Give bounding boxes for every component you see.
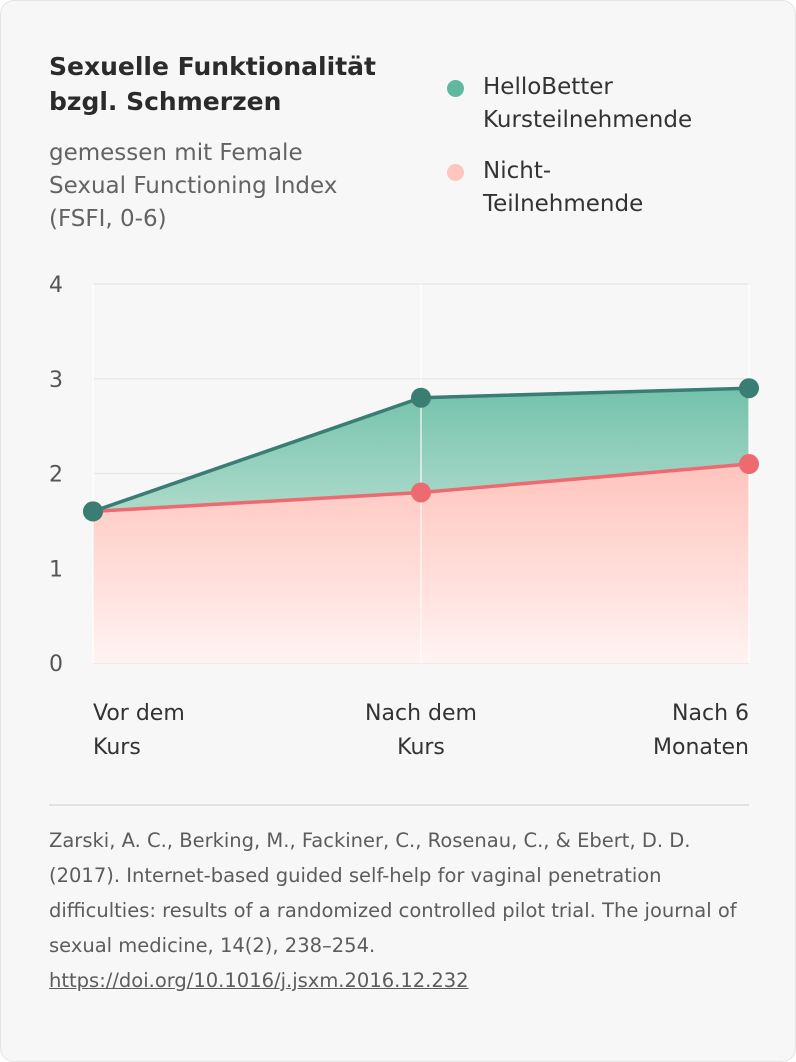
legend-swatch-nicht-teilnehmende [447,164,464,181]
y-tick-label: 3 [49,368,63,393]
x-tick-label: Monaten [653,735,749,760]
chart-title: Sexuelle Funktionalität bzgl. Schmerzen [49,52,376,116]
legend-label-line: HelloBetter [483,74,613,100]
y-tick-label: 1 [49,557,63,582]
x-tick-label: Nach dem [365,701,477,726]
point-hellobetter [739,378,759,399]
legend-swatch-hellobetter [447,80,464,97]
x-axis-labels: Vor dem Kurs Nach dem Kurs Nach 6 Monaten [93,701,749,760]
legend-label-line: Teilnehmende [483,191,644,217]
x-tick-label: Nach 6 [672,701,749,726]
doi-link[interactable]: https://doi.org/10.1016/j.jsxm.2016.12.2… [49,969,469,992]
legend-label-line: Nicht- [483,158,552,184]
x-tick-label: Kurs [93,735,141,760]
legend-item-nicht-teilnehmende: Nicht- Teilnehmende [447,155,767,221]
x-tick-label: Vor dem [93,701,185,726]
point-hellobetter [411,387,431,408]
legend-label-line: Kursteilnehmende [483,107,693,133]
data-points [83,378,759,522]
citation: Zarski, A. C., Berking, M., Fackiner, C.… [49,823,759,998]
point-nicht-teilnehmende [411,482,431,503]
legend: HelloBetter Kursteilnehmende Nicht- Teil… [447,71,767,239]
point-nicht-teilnehmende [739,454,759,475]
y-tick-label: 0 [49,652,63,677]
chart-plot: 0 1 2 3 4 Vor dem Kurs Nach dem Kurs Nach 6 Monat… [49,273,759,760]
citation-text: Zarski, A. C., Berking, M., Fackiner, C.… [49,829,737,957]
y-tick-label: 2 [49,463,63,488]
point-hellobetter [83,501,103,522]
y-tick-label: 4 [49,273,63,298]
y-axis-ticks: 0 1 2 3 4 [49,273,63,677]
chart-subtitle: gemessen mit Female Sexual Functioning I… [49,140,338,232]
legend-item-hellobetter: HelloBetter Kursteilnehmende [447,71,767,137]
divider [49,804,749,806]
x-tick-label: Kurs [397,735,445,760]
